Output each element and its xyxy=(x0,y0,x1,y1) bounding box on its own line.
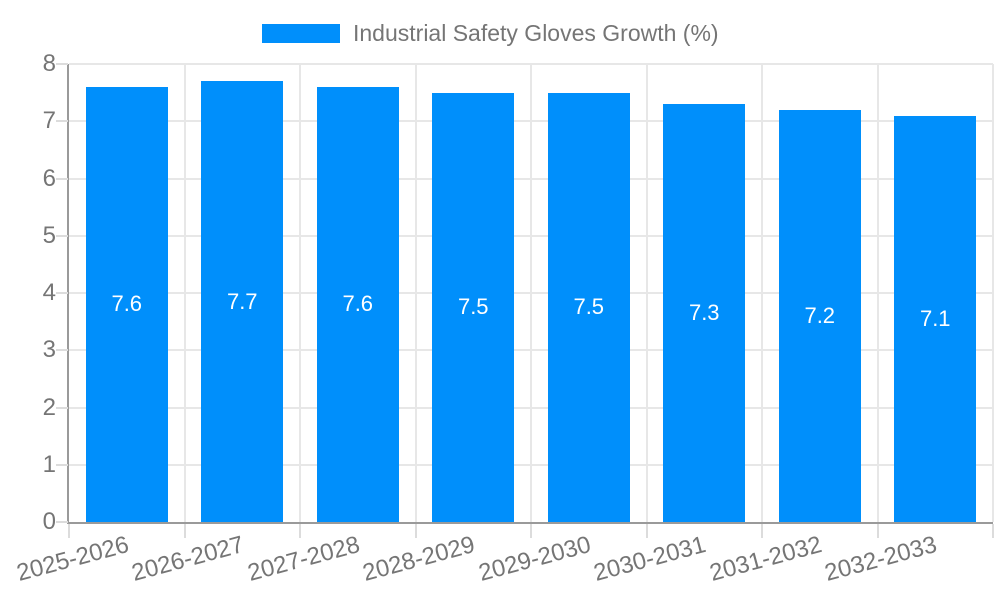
y-tick-label: 5 xyxy=(42,221,56,249)
bar-value-label: 7.1 xyxy=(919,305,951,331)
y-tick-label: 7 xyxy=(42,107,56,135)
bar-2027-2028[interactable]: 7.6 xyxy=(316,86,399,522)
x-gridline xyxy=(299,64,301,522)
x-gridline xyxy=(183,64,186,522)
y-tick-label: 0 xyxy=(42,508,56,535)
bar-value-label: 7.6 xyxy=(111,291,143,317)
legend-swatch xyxy=(262,24,340,43)
y-tick xyxy=(56,406,68,409)
y-tick xyxy=(56,292,68,294)
y-tick xyxy=(56,63,68,65)
y-tick xyxy=(56,177,68,180)
y-tick xyxy=(56,349,68,352)
y-tick-label: 2 xyxy=(42,393,56,421)
legend[interactable]: Industrial Safety Gloves Growth (%) xyxy=(262,18,719,49)
x-tick xyxy=(183,524,186,538)
y-tick-label: 1 xyxy=(42,450,56,478)
x-tick xyxy=(645,524,648,538)
bar-value-label: 7.3 xyxy=(688,300,720,326)
bar-value-label: 7.5 xyxy=(457,294,489,320)
y-tick xyxy=(56,120,68,123)
x-tick xyxy=(68,524,70,538)
bar-value-label: 7.7 xyxy=(226,288,258,314)
bar-2029-2030[interactable]: 7.5 xyxy=(547,92,630,522)
x-tick xyxy=(299,524,301,538)
y-tick-label: 8 xyxy=(42,50,56,77)
x-tick xyxy=(761,524,763,538)
bar-value-label: 7.2 xyxy=(804,302,836,328)
x-gridline xyxy=(992,64,994,522)
y-tick-label: 3 xyxy=(42,336,56,364)
bar-2028-2029[interactable]: 7.5 xyxy=(432,92,515,522)
x-tick xyxy=(414,524,417,538)
bar-2031-2032[interactable]: 7.2 xyxy=(778,109,861,522)
x-gridline xyxy=(414,64,417,522)
legend-label: Industrial Safety Gloves Growth (%) xyxy=(353,20,719,46)
x-gridline xyxy=(530,64,532,522)
x-tick xyxy=(992,524,994,538)
bar-2025-2026[interactable]: 7.6 xyxy=(85,86,168,522)
x-axis-line xyxy=(67,522,993,524)
bar-value-label: 7.6 xyxy=(342,291,374,317)
y-tick xyxy=(56,463,68,466)
y-tick xyxy=(56,521,68,523)
y-tick-label: 4 xyxy=(42,279,56,306)
x-gridline xyxy=(761,64,763,522)
bar-value-label: 7.5 xyxy=(573,294,605,320)
x-gridline xyxy=(645,64,648,522)
y-tick xyxy=(56,234,68,237)
y-axis-line xyxy=(67,64,69,524)
bar-2030-2031[interactable]: 7.3 xyxy=(663,104,746,522)
bar-2026-2027[interactable]: 7.7 xyxy=(201,81,284,522)
y-tick-label: 6 xyxy=(42,164,56,192)
x-gridline xyxy=(876,64,879,522)
x-tick xyxy=(530,524,532,538)
x-tick xyxy=(876,524,879,538)
bar-2032-2033[interactable]: 7.1 xyxy=(894,115,977,522)
plot-area xyxy=(69,63,994,522)
